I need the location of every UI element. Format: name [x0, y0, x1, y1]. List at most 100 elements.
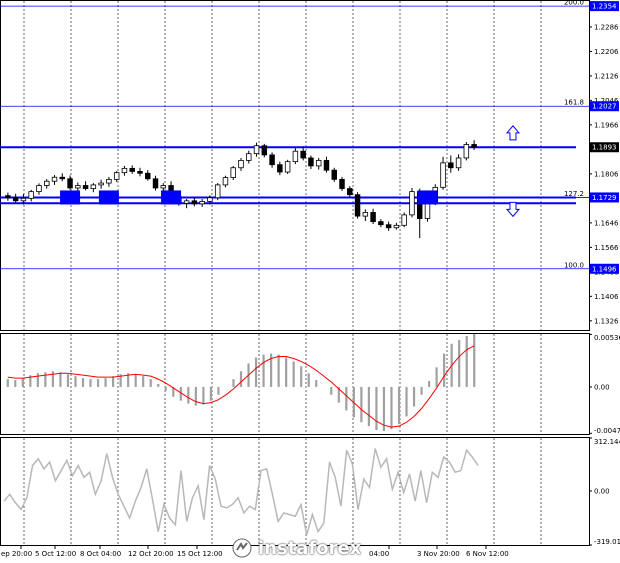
candle-body	[20, 197, 27, 202]
price-tag-label: 1.1496	[592, 265, 617, 273]
time-tick-label: 3 Nov 20:00	[417, 550, 460, 558]
candle-body	[98, 182, 104, 186]
candle-body	[401, 214, 407, 226]
price-tag-label: 1.1729	[592, 194, 617, 202]
price-tick-label: 1.1326	[594, 317, 619, 325]
candle-body	[246, 153, 252, 161]
candle-body	[331, 169, 337, 180]
candle-body	[183, 200, 190, 204]
cci-indicator: 312.1442 0.00 -319.011	[3, 437, 620, 546]
price-axis: 1.2354 1.2286 1.2206 1.2126 1.2046 1.1966 1.18…	[589, 3, 619, 325]
candle-body	[230, 167, 236, 178]
candle-body	[269, 154, 275, 166]
candle-body	[90, 184, 97, 189]
signal-markers	[60, 125, 521, 218]
candle-body	[378, 221, 384, 226]
candle-body	[137, 171, 143, 174]
candle-body	[440, 162, 446, 188]
candle-body	[59, 176, 66, 180]
fib-level-label: 100.0	[564, 261, 584, 269]
candle-body	[160, 185, 167, 189]
time-tick-label: 6 Nov 12:00	[466, 550, 509, 558]
price-tick-label: 1.1646	[594, 219, 619, 227]
instaforex-watermark: instaforex	[232, 535, 374, 561]
candle-body	[315, 160, 322, 167]
macd-tick-label: 0.00536	[594, 334, 620, 342]
candle-body	[385, 224, 392, 229]
price-tag-box	[590, 101, 619, 112]
candle-body	[222, 177, 229, 186]
candle-body	[253, 145, 260, 155]
time-tick-label: 12 Oct 20:00	[128, 550, 174, 558]
candle-body	[129, 167, 135, 172]
candle-body	[121, 167, 128, 174]
candle-body	[393, 224, 400, 229]
price-tick-label: 1.2286	[594, 23, 619, 31]
fib-level-label: 161.8	[564, 99, 584, 107]
cci-panel-frame	[0, 437, 590, 546]
price-tag-label: 1.2027	[592, 103, 617, 111]
candle-body	[12, 197, 19, 202]
candlestick-series	[5, 140, 477, 239]
candle-body	[362, 212, 369, 217]
price-tick-label: 1.2046	[594, 97, 619, 105]
cci-tick-label: 0.00	[594, 487, 610, 495]
arrow-down-icon	[505, 201, 521, 218]
candle-body	[106, 178, 112, 184]
price-tick-label: 1.1966	[594, 121, 619, 129]
candle-body	[67, 178, 73, 189]
arrow-up-icon	[505, 125, 521, 141]
candle-body	[347, 188, 353, 196]
candle-body	[152, 178, 159, 189]
candle-body	[370, 212, 376, 223]
cci-tick-label: 312.1442	[594, 438, 620, 446]
candle-body	[284, 161, 291, 173]
candle-body	[36, 185, 42, 193]
candle-body	[409, 191, 415, 216]
price-tick-label: 1.2206	[594, 48, 619, 56]
price-tag-box	[590, 263, 619, 274]
price-tick-label: 1.1566	[594, 244, 619, 252]
price-tick-label: 1.1406	[594, 293, 619, 301]
macd-signal-line	[7, 345, 475, 428]
time-tick-label: 15 Oct 12:00	[177, 550, 223, 558]
candle-body	[214, 184, 221, 199]
macd-panel-frame	[0, 333, 590, 435]
cci-tick-label: -319.011	[594, 538, 620, 546]
time-tick-label: 5 Oct 12:00	[35, 550, 76, 558]
candle-body	[238, 160, 244, 169]
fibonacci-levels: 200.0 161.8 127.2 100.0	[0, 0, 589, 269]
price-tag-box	[590, 142, 619, 153]
price-tag-label: 1.1893	[592, 144, 617, 152]
signal-box	[161, 190, 182, 205]
candle-body	[51, 176, 58, 182]
price-tags: 1.2354 1.2027 1.1893 1.1729 1.1496	[590, 1, 619, 274]
signal-box	[98, 190, 119, 205]
candle-body	[354, 194, 361, 217]
candle-body	[323, 160, 330, 171]
candle-body	[308, 157, 314, 167]
candle-body	[191, 200, 198, 205]
candle-body	[424, 202, 431, 219]
candle-body	[207, 197, 213, 202]
candle-body	[455, 157, 462, 169]
signal-box	[60, 190, 81, 205]
price-tick-label: 1.1806	[594, 170, 619, 178]
vertical-gridlines	[23, 1, 542, 545]
macd-tick-label: 0.00	[594, 383, 610, 391]
candle-body	[199, 201, 205, 205]
time-tick-label: ep 20:00	[1, 550, 32, 558]
price-tag-label: 1.2354	[592, 3, 617, 11]
price-tag-box	[590, 1, 619, 12]
candle-body	[44, 180, 50, 186]
fib-level-label: 200.0	[564, 0, 584, 7]
time-tick-label: 8 Oct 04:00	[80, 550, 121, 558]
candle-body	[82, 185, 89, 189]
candle-body	[277, 164, 283, 173]
price-tick-label: 1.2126	[594, 72, 619, 80]
candle-body	[300, 150, 306, 159]
cci-line	[3, 448, 479, 536]
